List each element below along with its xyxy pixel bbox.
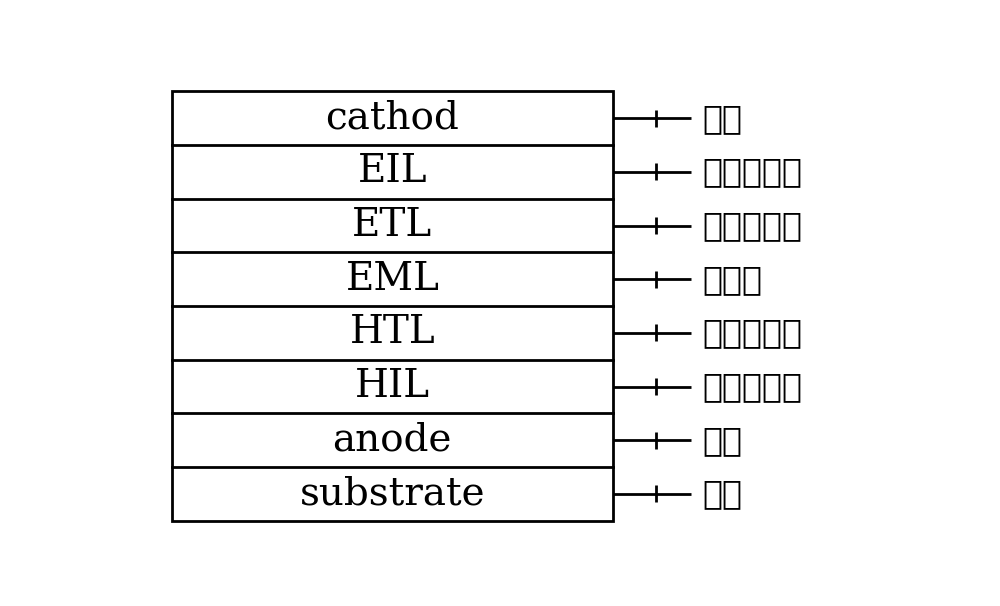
Text: 衬底: 衬底 [702, 478, 742, 510]
Text: 阳极: 阳极 [702, 424, 742, 457]
Bar [172, 92, 613, 521]
Text: EIL: EIL [358, 153, 427, 190]
Text: ETL: ETL [352, 207, 432, 244]
Text: 电子传输层: 电子传输层 [702, 209, 802, 242]
Text: HIL: HIL [355, 368, 430, 405]
Text: 空穴注入层: 空穴注入层 [702, 370, 802, 403]
Text: cathod: cathod [325, 100, 459, 137]
Text: 发光层: 发光层 [702, 262, 762, 296]
Text: anode: anode [333, 422, 452, 459]
Text: 阴极: 阴极 [702, 102, 742, 135]
Text: 电子注入层: 电子注入层 [702, 155, 802, 188]
Text: substrate: substrate [300, 475, 485, 512]
Text: HTL: HTL [350, 315, 435, 351]
Text: 空穴传输层: 空穴传输层 [702, 316, 802, 350]
Text: EML: EML [345, 261, 439, 298]
